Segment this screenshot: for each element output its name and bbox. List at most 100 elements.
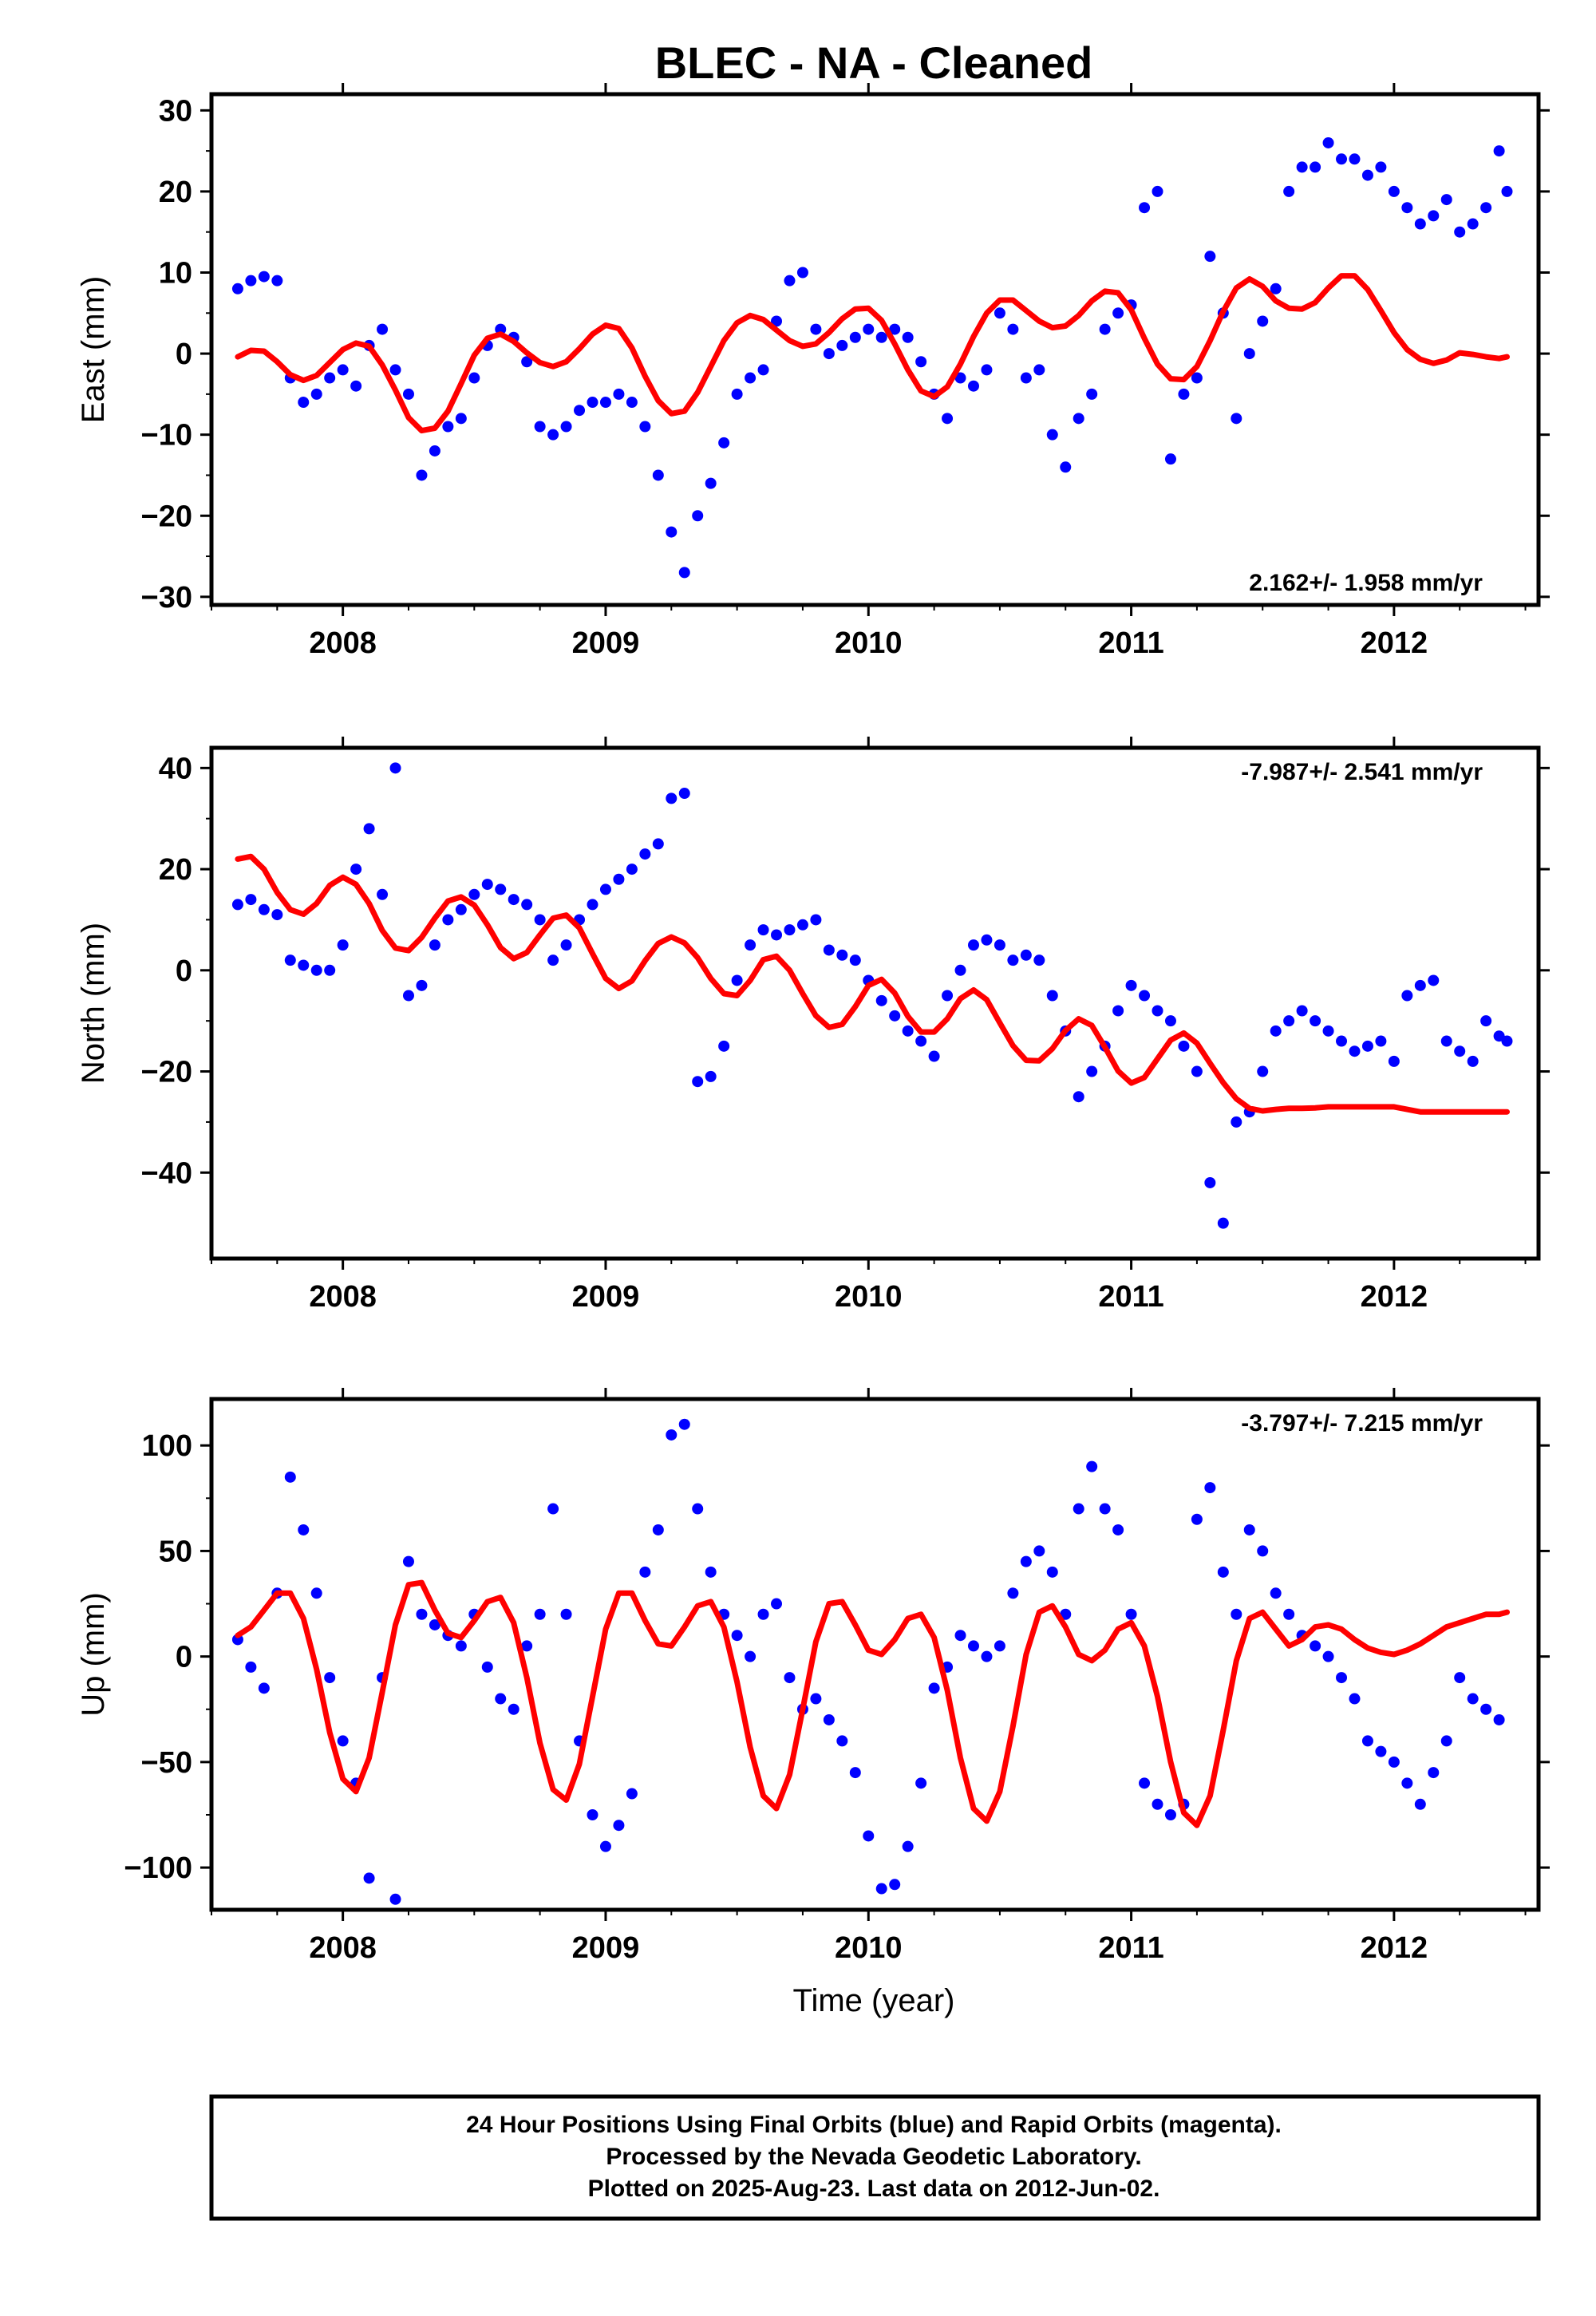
up-data-point bbox=[1440, 1735, 1452, 1747]
up-data-point bbox=[639, 1566, 651, 1578]
north-data-point bbox=[1178, 1040, 1190, 1052]
east-data-point bbox=[718, 437, 730, 449]
north-data-point bbox=[1139, 990, 1151, 1002]
up-data-point bbox=[1401, 1777, 1413, 1789]
chart-title: BLEC - NA - Cleaned bbox=[655, 38, 1093, 88]
east-data-point bbox=[1375, 161, 1387, 173]
north-data-point bbox=[337, 939, 349, 951]
east-data-point bbox=[1336, 153, 1348, 165]
up-data-point bbox=[298, 1524, 310, 1535]
north-data-point bbox=[534, 914, 546, 926]
east-data-point bbox=[692, 510, 704, 522]
up-plot-frame bbox=[209, 1397, 1541, 1912]
up-data-point bbox=[836, 1735, 848, 1747]
east-data-point bbox=[258, 271, 270, 283]
up-data-point bbox=[705, 1566, 717, 1578]
footer-line-2: Processed by the Nevada Geodetic Laborat… bbox=[606, 2144, 1141, 2170]
east-data-point bbox=[639, 421, 651, 433]
up-x-tick-label: 2009 bbox=[572, 1931, 640, 1965]
east-data-point bbox=[613, 388, 625, 400]
north-x-tick-label: 2010 bbox=[835, 1280, 903, 1314]
north-data-point bbox=[1112, 1005, 1124, 1017]
up-data-point bbox=[587, 1808, 598, 1820]
east-data-point bbox=[1204, 251, 1216, 263]
north-data-point bbox=[981, 934, 993, 946]
up-x-tick-label: 2008 bbox=[309, 1931, 377, 1965]
east-data-point bbox=[587, 397, 598, 409]
north-data-point bbox=[547, 954, 559, 966]
north-data-point bbox=[481, 879, 493, 891]
east-y-tick-label: 30 bbox=[159, 94, 192, 128]
east-data-point bbox=[626, 397, 638, 409]
north-data-point bbox=[1336, 1035, 1348, 1047]
up-data-point bbox=[954, 1630, 966, 1642]
up-data-point bbox=[1414, 1798, 1426, 1810]
east-data-point bbox=[731, 388, 743, 400]
up-data-point bbox=[626, 1788, 638, 1800]
east-data-point bbox=[1401, 202, 1413, 214]
north-data-point bbox=[1283, 1015, 1295, 1027]
up-data-point bbox=[495, 1693, 507, 1705]
north-data-point bbox=[1191, 1065, 1203, 1077]
up-data-point bbox=[967, 1640, 979, 1652]
north-data-point bbox=[1020, 949, 1032, 961]
east-data-point bbox=[849, 331, 861, 343]
east-data-point bbox=[915, 356, 927, 368]
east-data-point bbox=[1428, 210, 1440, 222]
east-data-point bbox=[534, 421, 546, 433]
north-data-point bbox=[442, 914, 454, 926]
north-data-point bbox=[508, 894, 519, 906]
north-data-point bbox=[245, 894, 257, 906]
north-data-point bbox=[692, 1076, 704, 1088]
up-data-point bbox=[1191, 1513, 1203, 1525]
north-data-point bbox=[587, 899, 598, 911]
up-data-point bbox=[810, 1693, 822, 1705]
north-data-point bbox=[652, 838, 664, 850]
east-data-point bbox=[863, 323, 875, 335]
north-data-point bbox=[599, 883, 611, 895]
up-data-point bbox=[363, 1872, 375, 1884]
up-data-point bbox=[521, 1640, 533, 1652]
east-data-point bbox=[745, 372, 757, 384]
x-axis-label: Time (year) bbox=[793, 1983, 955, 2018]
north-y-axis-label: North (mm) bbox=[76, 923, 111, 1084]
up-x-tick-label: 2012 bbox=[1361, 1931, 1428, 1965]
north-data-point bbox=[1414, 979, 1426, 991]
up-data-point bbox=[771, 1598, 783, 1610]
north-data-point bbox=[1501, 1035, 1513, 1047]
up-data-point bbox=[915, 1777, 927, 1789]
north-data-point bbox=[1152, 1005, 1163, 1017]
north-data-point bbox=[1440, 1035, 1452, 1047]
north-data-point bbox=[718, 1040, 730, 1052]
footer-line-1: 24 Hour Positions Using Final Orbits (bl… bbox=[466, 2112, 1282, 2138]
east-data-point bbox=[1480, 202, 1492, 214]
north-data-point bbox=[1480, 1015, 1492, 1027]
east-data-point bbox=[271, 275, 283, 287]
north-data-point bbox=[994, 939, 1005, 951]
east-data-point bbox=[1440, 194, 1452, 206]
north-data-point bbox=[455, 903, 467, 915]
east-data-point bbox=[1046, 429, 1058, 441]
up-data-point bbox=[310, 1587, 322, 1599]
east-data-point bbox=[1310, 161, 1321, 173]
north-data-point bbox=[258, 903, 270, 915]
east-y-tick-label: −30 bbox=[141, 581, 192, 615]
north-data-point bbox=[771, 929, 783, 941]
north-data-point bbox=[1375, 1035, 1387, 1047]
north-x-tick-label: 2012 bbox=[1361, 1280, 1428, 1314]
north-data-point bbox=[954, 964, 966, 976]
north-rate-label: -7.987+/- 2.541 mm/yr bbox=[1241, 759, 1483, 785]
up-data-point bbox=[889, 1879, 901, 1891]
up-data-point bbox=[402, 1555, 414, 1567]
east-data-point bbox=[1467, 218, 1479, 230]
east-data-point bbox=[560, 421, 572, 433]
east-data-point bbox=[810, 323, 822, 335]
east-data-point bbox=[1361, 169, 1373, 181]
north-panel: −40 −20 0 20 40 2008 2009 2010 2011 2012 North (mm… bbox=[76, 737, 1550, 1314]
up-panel: −100 −50 0 50 100 2008 2009 2010 2011 2012 Up (mm)… bbox=[76, 1388, 1550, 1965]
east-x-tick-label: 2011 bbox=[1098, 626, 1163, 660]
north-data-point bbox=[823, 944, 835, 956]
up-data-point bbox=[875, 1883, 887, 1895]
north-data-point bbox=[1361, 1040, 1373, 1052]
north-data-point bbox=[902, 1025, 914, 1037]
